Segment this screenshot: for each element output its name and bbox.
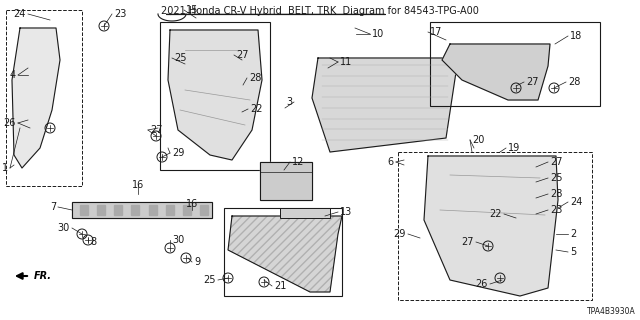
- Text: 25: 25: [550, 173, 563, 183]
- Bar: [6, 10, 82, 186]
- Bar: [224, 208, 342, 296]
- Text: FR.: FR.: [34, 271, 52, 281]
- Text: 28: 28: [550, 189, 563, 199]
- Bar: [72, 202, 212, 218]
- Bar: [398, 152, 592, 300]
- Text: 19: 19: [508, 143, 520, 153]
- Bar: [72, 202, 212, 218]
- Text: 30: 30: [58, 223, 70, 233]
- Text: 11: 11: [340, 57, 352, 67]
- Text: 10: 10: [372, 29, 384, 39]
- Bar: [131, 205, 140, 215]
- Text: 27: 27: [236, 50, 248, 60]
- Text: 22: 22: [250, 104, 262, 114]
- Text: 24: 24: [13, 9, 26, 19]
- Text: 16: 16: [186, 199, 198, 209]
- Bar: [166, 205, 173, 215]
- Bar: [260, 162, 312, 200]
- Text: 28: 28: [249, 73, 261, 83]
- Polygon shape: [12, 28, 60, 168]
- Text: 27: 27: [461, 237, 474, 247]
- Polygon shape: [168, 30, 262, 160]
- Text: 26: 26: [4, 118, 16, 128]
- Bar: [183, 205, 191, 215]
- Bar: [97, 205, 105, 215]
- Bar: [148, 205, 157, 215]
- Bar: [200, 205, 208, 215]
- Text: 17: 17: [430, 27, 442, 37]
- Text: 22: 22: [490, 209, 502, 219]
- Text: 5: 5: [570, 247, 576, 257]
- Bar: [80, 205, 88, 215]
- Polygon shape: [312, 58, 456, 152]
- Text: 24: 24: [570, 197, 582, 207]
- Bar: [430, 22, 600, 106]
- Text: 12: 12: [292, 157, 305, 167]
- Text: 27: 27: [550, 157, 563, 167]
- Text: 26: 26: [476, 279, 488, 289]
- Text: 1: 1: [2, 163, 8, 173]
- Text: TPA4B3930A: TPA4B3930A: [588, 307, 636, 316]
- Bar: [115, 205, 122, 215]
- Text: 8: 8: [90, 237, 96, 247]
- Text: 6: 6: [388, 157, 394, 167]
- Text: 9: 9: [194, 257, 200, 267]
- Text: 23: 23: [114, 9, 126, 19]
- Text: 28: 28: [568, 77, 580, 87]
- Text: 15: 15: [186, 5, 198, 15]
- Polygon shape: [424, 156, 558, 296]
- Text: 27: 27: [526, 77, 538, 87]
- Text: 27: 27: [150, 125, 163, 135]
- Polygon shape: [442, 44, 550, 100]
- Polygon shape: [228, 216, 342, 292]
- Text: 23: 23: [550, 205, 563, 215]
- Bar: [160, 22, 270, 170]
- Text: 29: 29: [394, 229, 406, 239]
- Text: 29: 29: [172, 148, 184, 158]
- Text: 30: 30: [172, 235, 184, 245]
- Text: 2021 Honda CR-V Hybrid  BELT, TRK  Diagram for 84543-TPG-A00: 2021 Honda CR-V Hybrid BELT, TRK Diagram…: [161, 6, 479, 16]
- Text: 18: 18: [570, 31, 582, 41]
- Bar: [260, 162, 312, 200]
- Text: 3: 3: [286, 97, 292, 107]
- Text: 7: 7: [50, 202, 56, 212]
- Text: 20: 20: [472, 135, 484, 145]
- Text: 25: 25: [174, 53, 186, 63]
- Text: 2: 2: [570, 229, 576, 239]
- Text: 16: 16: [132, 180, 144, 190]
- Text: 13: 13: [340, 207, 352, 217]
- Text: 4: 4: [10, 70, 16, 80]
- Bar: [280, 208, 330, 218]
- Text: 21: 21: [274, 281, 286, 291]
- Text: 25: 25: [204, 275, 216, 285]
